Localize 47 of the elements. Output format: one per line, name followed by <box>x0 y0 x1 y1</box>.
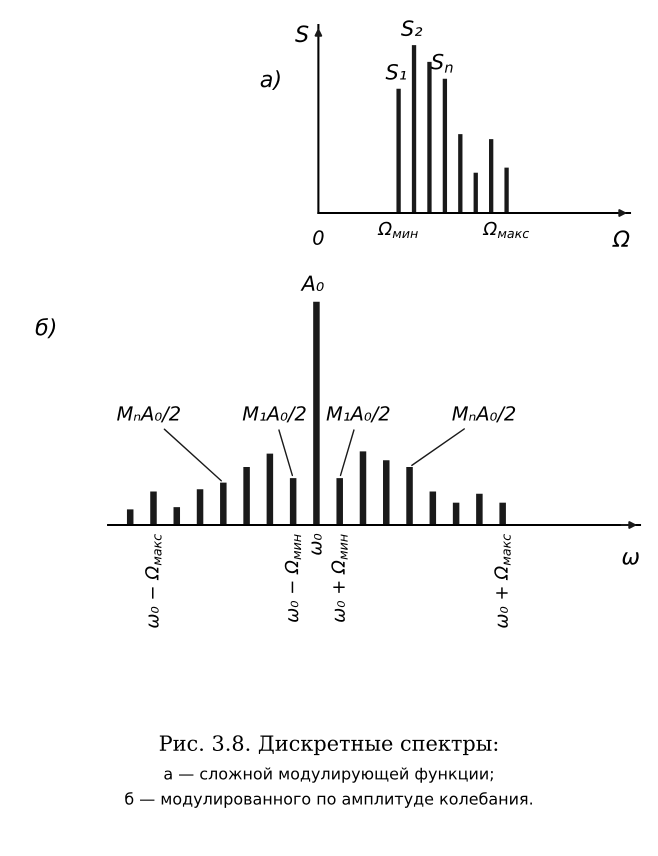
annotation: M₁A₀/2 <box>242 406 306 422</box>
x-tick-label: ω₀ + Ω$_{макс}$ <box>494 534 511 628</box>
x-axis-title: Ω <box>612 230 630 247</box>
x-tick-label: ω₀ <box>312 534 322 555</box>
bar <box>427 62 432 213</box>
bar <box>396 88 401 213</box>
bar <box>360 451 366 525</box>
bar <box>489 139 494 213</box>
bar <box>196 489 204 525</box>
x-tick-label: ω₀ + Ω$_{мин}$ <box>331 534 348 622</box>
bar <box>290 478 296 525</box>
x-axis-title: ω <box>622 552 639 565</box>
bar <box>243 466 250 525</box>
text: а — сложной модулирующей функции; <box>164 767 493 783</box>
bar <box>474 172 478 213</box>
annotation: S₁ <box>386 64 406 80</box>
bar <box>126 509 134 525</box>
annotation: M₁A₀/2 <box>326 406 390 422</box>
annotation: A₀ <box>300 276 324 291</box>
y-axis-title: S <box>295 25 308 42</box>
bar <box>452 502 460 525</box>
text: б — модулированного по амплитуде колебания. <box>125 792 532 808</box>
x-tick-label: Ω$_{макс}$ <box>482 222 530 238</box>
bar <box>476 494 483 525</box>
x-tick-label: Ω$_{мин}$ <box>378 222 418 238</box>
bar <box>499 502 506 525</box>
text: Рис. 3.8. Дискретные спектры: <box>160 735 498 756</box>
bar <box>430 492 436 525</box>
bar <box>174 507 180 525</box>
bar <box>442 78 448 213</box>
bar <box>412 45 416 213</box>
bar <box>504 168 509 213</box>
annotation: MₙA₀/2 <box>117 406 180 422</box>
bar <box>336 478 343 525</box>
text: 0 <box>313 230 324 245</box>
annotation: S₂ <box>401 20 422 36</box>
x-tick-label: ω₀ − Ω$_{макс}$ <box>145 534 162 628</box>
bar <box>150 492 157 525</box>
bar <box>313 302 320 525</box>
annotation: MₙA₀/2 <box>452 406 516 422</box>
annotation: S$_{n}$ <box>431 54 453 73</box>
text: а) <box>260 70 280 90</box>
x-tick-label: ω₀ − Ω$_{мин}$ <box>284 534 302 622</box>
bar <box>383 460 390 525</box>
bar <box>458 134 462 213</box>
bar <box>266 454 274 525</box>
text: б) <box>36 318 56 338</box>
